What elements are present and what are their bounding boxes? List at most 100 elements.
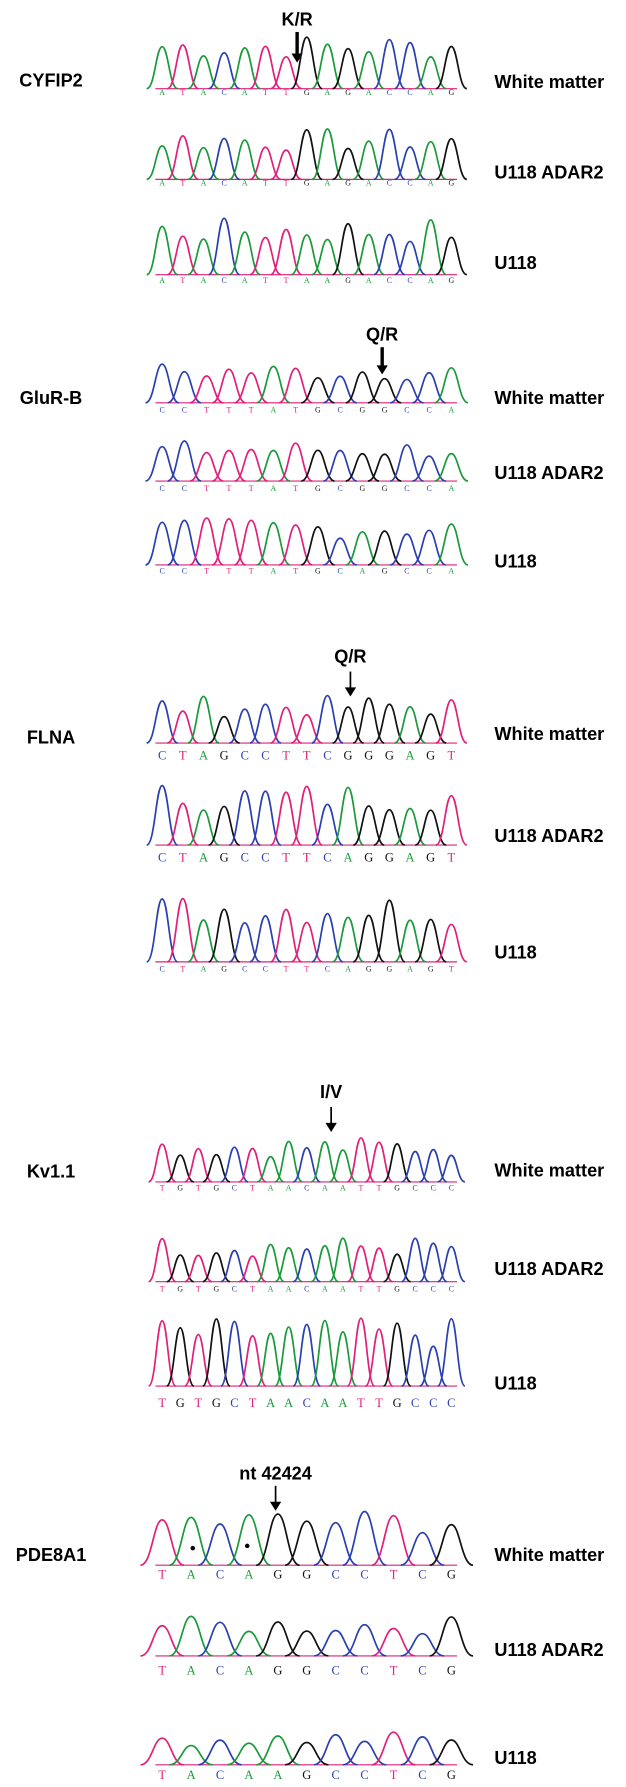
base-letter: T [293, 406, 298, 415]
base-letter: A [322, 1184, 328, 1193]
peak [430, 1740, 473, 1765]
base-letter: A [199, 748, 208, 762]
base-letter: G [273, 1664, 282, 1678]
gene-label: GluR-B [20, 388, 82, 408]
base-letter: T [180, 965, 185, 974]
base-letter: A [242, 179, 248, 188]
base-letter: C [413, 1284, 418, 1293]
base-letter: C [160, 965, 165, 974]
base-letter: A [201, 276, 207, 285]
base-letter: G [304, 179, 310, 188]
base-letter: C [360, 1664, 368, 1678]
base-letter: C [447, 1396, 455, 1410]
peak [436, 139, 467, 180]
base-letter: A [187, 1567, 196, 1581]
sample-label: U118 ADAR2 [494, 1640, 603, 1660]
base-letter: G [428, 965, 434, 974]
base-letter: G [214, 1284, 220, 1293]
base-letter: T [204, 406, 209, 415]
peak [368, 454, 401, 481]
site-arrow-head [325, 1123, 336, 1132]
base-letter: A [266, 1396, 275, 1410]
base-letter: C [404, 567, 409, 576]
peak [229, 709, 260, 743]
peak [285, 1631, 328, 1656]
base-letter: G [393, 1396, 402, 1410]
peak [329, 1332, 356, 1386]
base-letter: C [404, 406, 409, 415]
peak [395, 241, 426, 274]
peak [435, 524, 468, 565]
site-arrow-head [345, 687, 356, 696]
base-letter: G [177, 1184, 183, 1193]
base-letter: T [263, 276, 268, 285]
base-letter: A [366, 179, 372, 188]
peak [285, 1743, 328, 1765]
base-letter: G [345, 88, 351, 97]
base-letter: C [323, 851, 331, 865]
base-letter: C [418, 1768, 426, 1782]
base-letter: G [366, 965, 372, 974]
peak [291, 715, 322, 743]
base-letter: G [177, 1284, 183, 1293]
base-letter: C [426, 567, 431, 576]
base-letter: T [195, 1396, 203, 1410]
sample-label: U118 ADAR2 [494, 1259, 603, 1279]
base-letter: C [263, 965, 268, 974]
peak [250, 916, 281, 962]
peak [430, 1617, 473, 1656]
base-letter: C [325, 965, 330, 974]
base-letter: C [216, 1567, 224, 1581]
base-letter: T [263, 88, 268, 97]
dot [191, 1546, 196, 1551]
base-letter: G [304, 88, 310, 97]
peak [188, 810, 219, 845]
base-letter: C [360, 1567, 368, 1581]
base-letter: C [241, 748, 249, 762]
base-letter: A [244, 1664, 253, 1678]
base-letter: C [160, 484, 165, 493]
sample-label: U118 [494, 943, 536, 963]
base-letter: C [261, 851, 269, 865]
base-letter: C [304, 1184, 309, 1193]
base-letter: A [322, 1284, 328, 1293]
base-letter: A [366, 88, 372, 97]
peak [412, 530, 445, 565]
base-letter: G [382, 406, 388, 415]
base-letter: A [271, 567, 277, 576]
base-letter: C [418, 1664, 426, 1678]
base-letter: G [360, 484, 366, 493]
peak [412, 456, 445, 481]
base-letter: T [226, 567, 231, 576]
base-letter: A [284, 1396, 293, 1410]
gene-label: PDE8A1 [16, 1545, 87, 1565]
gene-label: CYFIP2 [19, 71, 82, 91]
base-letter: A [199, 851, 208, 865]
base-letter: G [385, 748, 394, 762]
base-letter: G [302, 1567, 311, 1581]
base-letter: A [271, 484, 277, 493]
base-letter: A [201, 88, 207, 97]
peak [291, 922, 322, 961]
peak [438, 1319, 465, 1386]
peak [412, 373, 445, 403]
sample-label: U118 [494, 1748, 536, 1768]
peak [343, 1741, 386, 1764]
base-letter: T [160, 1184, 165, 1193]
base-letter: C [230, 1396, 238, 1410]
peak [415, 810, 446, 845]
base-letter: T [249, 567, 254, 576]
base-letter: T [390, 1768, 398, 1782]
base-letter: C [158, 748, 166, 762]
base-letter: T [250, 1184, 255, 1193]
base-letter: G [360, 406, 366, 415]
base-letter: C [221, 276, 226, 285]
base-letter: A [338, 1396, 347, 1410]
base-letter: A [340, 1184, 346, 1193]
peak [227, 1515, 270, 1565]
peak [436, 796, 467, 845]
base-letter: G [387, 965, 393, 974]
base-letter: G [344, 748, 353, 762]
base-letter: C [407, 88, 412, 97]
base-letter: C [261, 748, 269, 762]
